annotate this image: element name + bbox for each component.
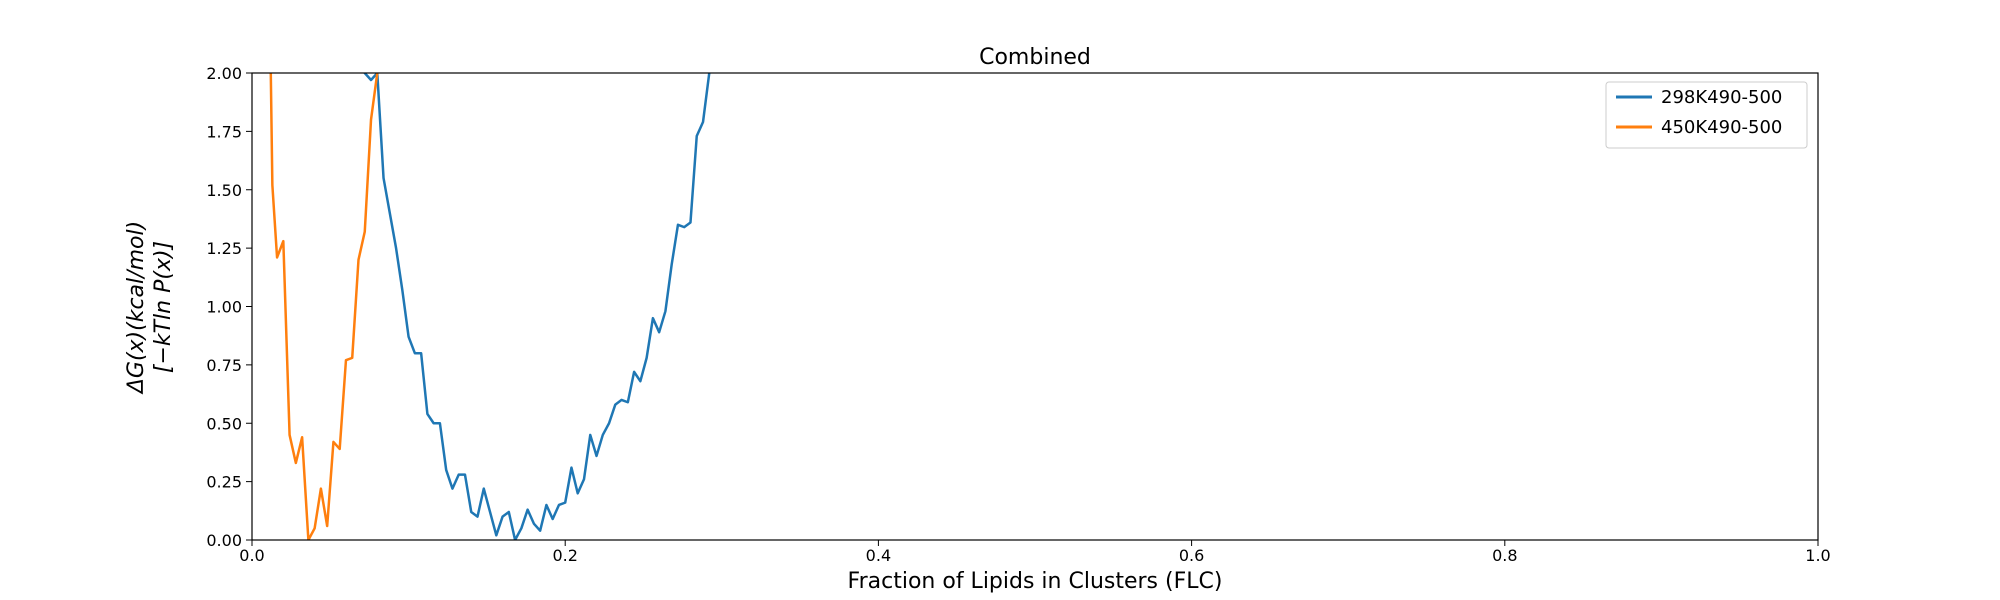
y-tick-label-2.00: 2.00 — [206, 64, 242, 83]
y-tick-label-1.50: 1.50 — [206, 181, 242, 200]
legend-label-298K490-500: 298K490-500 — [1661, 87, 1782, 108]
y-axis-label-line-1: ΔG(x)(kcal/mol) — [124, 221, 149, 395]
y-tick-label-1.75: 1.75 — [206, 122, 242, 141]
y-tick-label-1.00: 1.00 — [206, 298, 242, 317]
x-tick-label-1.0: 1.0 — [1805, 546, 1830, 565]
legend-label-450K490-500: 450K490-500 — [1661, 117, 1782, 138]
x-tick-label-0.8: 0.8 — [1492, 546, 1517, 565]
axes: 0.0 0.2 0.4 0.6 0.8 1.0 0.00 0.25 0.50 0.75 1.00 1.… — [206, 64, 1830, 565]
y-axis-label-line-2: [−kTln P(x)] — [151, 241, 176, 373]
y-tick-label-0.50: 0.50 — [206, 414, 242, 433]
y-tick-label-0.25: 0.25 — [206, 473, 242, 492]
x-tick-label-0.6: 0.6 — [1179, 546, 1204, 565]
y-tick-label-1.25: 1.25 — [206, 239, 242, 258]
x-tick-label-0.4: 0.4 — [866, 546, 891, 565]
x-tick-label-0.0: 0.0 — [239, 546, 264, 565]
series-line-298K490-500 — [363, 73, 711, 540]
plot-area — [269, 73, 711, 540]
plot-frame — [251, 72, 1819, 541]
legend: 298K490-500 450K490-500 — [1605, 81, 1808, 149]
x-axis-label: Fraction of Lipids in Clusters (FLC) — [848, 569, 1223, 594]
y-tick-label-0.75: 0.75 — [206, 356, 242, 375]
x-tick-label-0.2: 0.2 — [552, 546, 577, 565]
series-line-450K490-500 — [269, 73, 379, 540]
y-tick-label-0.00: 0.00 — [206, 531, 242, 550]
chart-title: Combined — [979, 45, 1091, 70]
legend-box — [1605, 81, 1808, 149]
